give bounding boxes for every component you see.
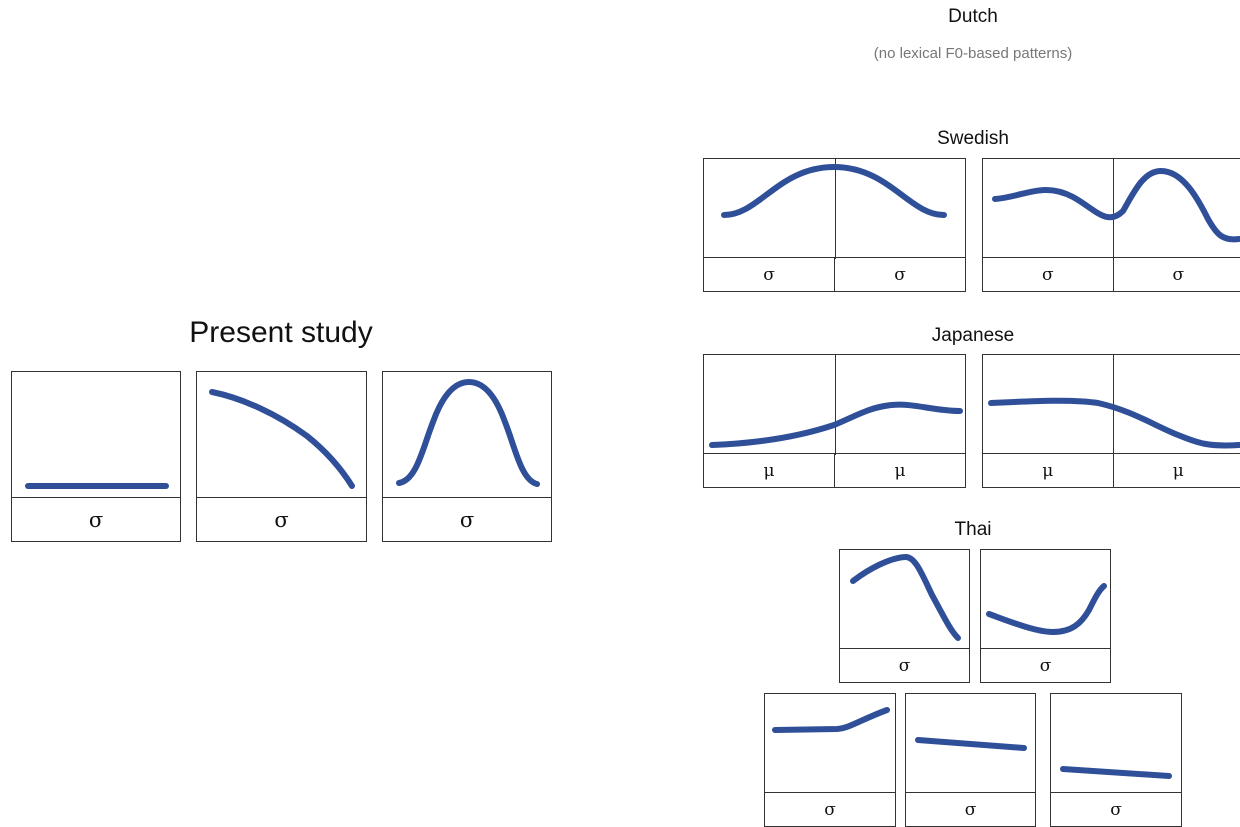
japanese-panel-2-contour: [983, 355, 1240, 455]
japanese-panel-2: μ μ: [982, 354, 1240, 488]
japanese-panel-1: μ μ: [703, 354, 966, 488]
thai-panel-1-contour: [840, 550, 971, 650]
present-study-panel-1: σ: [11, 371, 181, 542]
thai-panel-4: σ: [905, 693, 1036, 827]
syllable-label: σ: [840, 649, 969, 682]
syllable-label: σ: [197, 498, 366, 541]
mora-label: μ: [983, 454, 1113, 487]
thai-panel-2-contour: [981, 550, 1112, 650]
thai-panel-5: σ: [1050, 693, 1182, 827]
syllable-label: σ: [1113, 258, 1240, 291]
thai-panel-1-units: σ: [840, 648, 969, 682]
present-study-panel-1-contour: [12, 372, 182, 498]
syllable-label: σ: [906, 793, 1035, 826]
thai-panel-1: σ: [839, 549, 970, 683]
syllable-label: σ: [765, 793, 895, 826]
japanese-panel-1-contour: [704, 355, 967, 455]
thai-panel-3-contour: [765, 694, 897, 794]
thai-panel-4-contour: [906, 694, 1037, 794]
japanese-title: Japanese: [873, 325, 1073, 347]
thai-panel-3-units: σ: [765, 792, 895, 826]
syllable-label: σ: [981, 649, 1110, 682]
syllable-label: σ: [1051, 793, 1181, 826]
dutch-title: Dutch: [873, 6, 1073, 28]
syllable-label: σ: [12, 498, 180, 541]
thai-panel-3: σ: [764, 693, 896, 827]
mora-label: μ: [1113, 454, 1240, 487]
swedish-panel-2-contour: [983, 159, 1240, 259]
swedish-title: Swedish: [873, 128, 1073, 150]
syllable-label: σ: [383, 498, 551, 541]
japanese-panel-2-units: μ μ: [983, 453, 1240, 487]
present-study-panel-3: σ: [382, 371, 552, 542]
swedish-panel-2-units: σ σ: [983, 257, 1240, 291]
present-study-panel-2-units: σ: [197, 497, 366, 541]
thai-panel-5-units: σ: [1051, 792, 1181, 826]
thai-title: Thai: [873, 519, 1073, 541]
syllable-label: σ: [834, 258, 965, 291]
swedish-panel-1-contour: [704, 159, 967, 259]
dutch-note: (no lexical F0-based patterns): [823, 45, 1123, 62]
present-study-panel-2: σ: [196, 371, 367, 542]
present-study-panel-3-contour: [383, 372, 553, 498]
syllable-label: σ: [704, 258, 834, 291]
present-study-panel-2-contour: [197, 372, 368, 498]
present-study-panel-3-units: σ: [383, 497, 551, 541]
syllable-label: σ: [983, 258, 1113, 291]
thai-panel-5-contour: [1051, 694, 1183, 794]
thai-panel-2-units: σ: [981, 648, 1110, 682]
thai-panel-2: σ: [980, 549, 1111, 683]
swedish-panel-1-units: σ σ: [704, 257, 965, 291]
present-study-panel-1-units: σ: [12, 497, 180, 541]
mora-label: μ: [834, 454, 965, 487]
japanese-panel-1-units: μ μ: [704, 453, 965, 487]
present-study-title: Present study: [131, 316, 431, 350]
thai-panel-4-units: σ: [906, 792, 1035, 826]
swedish-panel-2: σ σ: [982, 158, 1240, 292]
mora-label: μ: [704, 454, 834, 487]
swedish-panel-1: σ σ: [703, 158, 966, 292]
